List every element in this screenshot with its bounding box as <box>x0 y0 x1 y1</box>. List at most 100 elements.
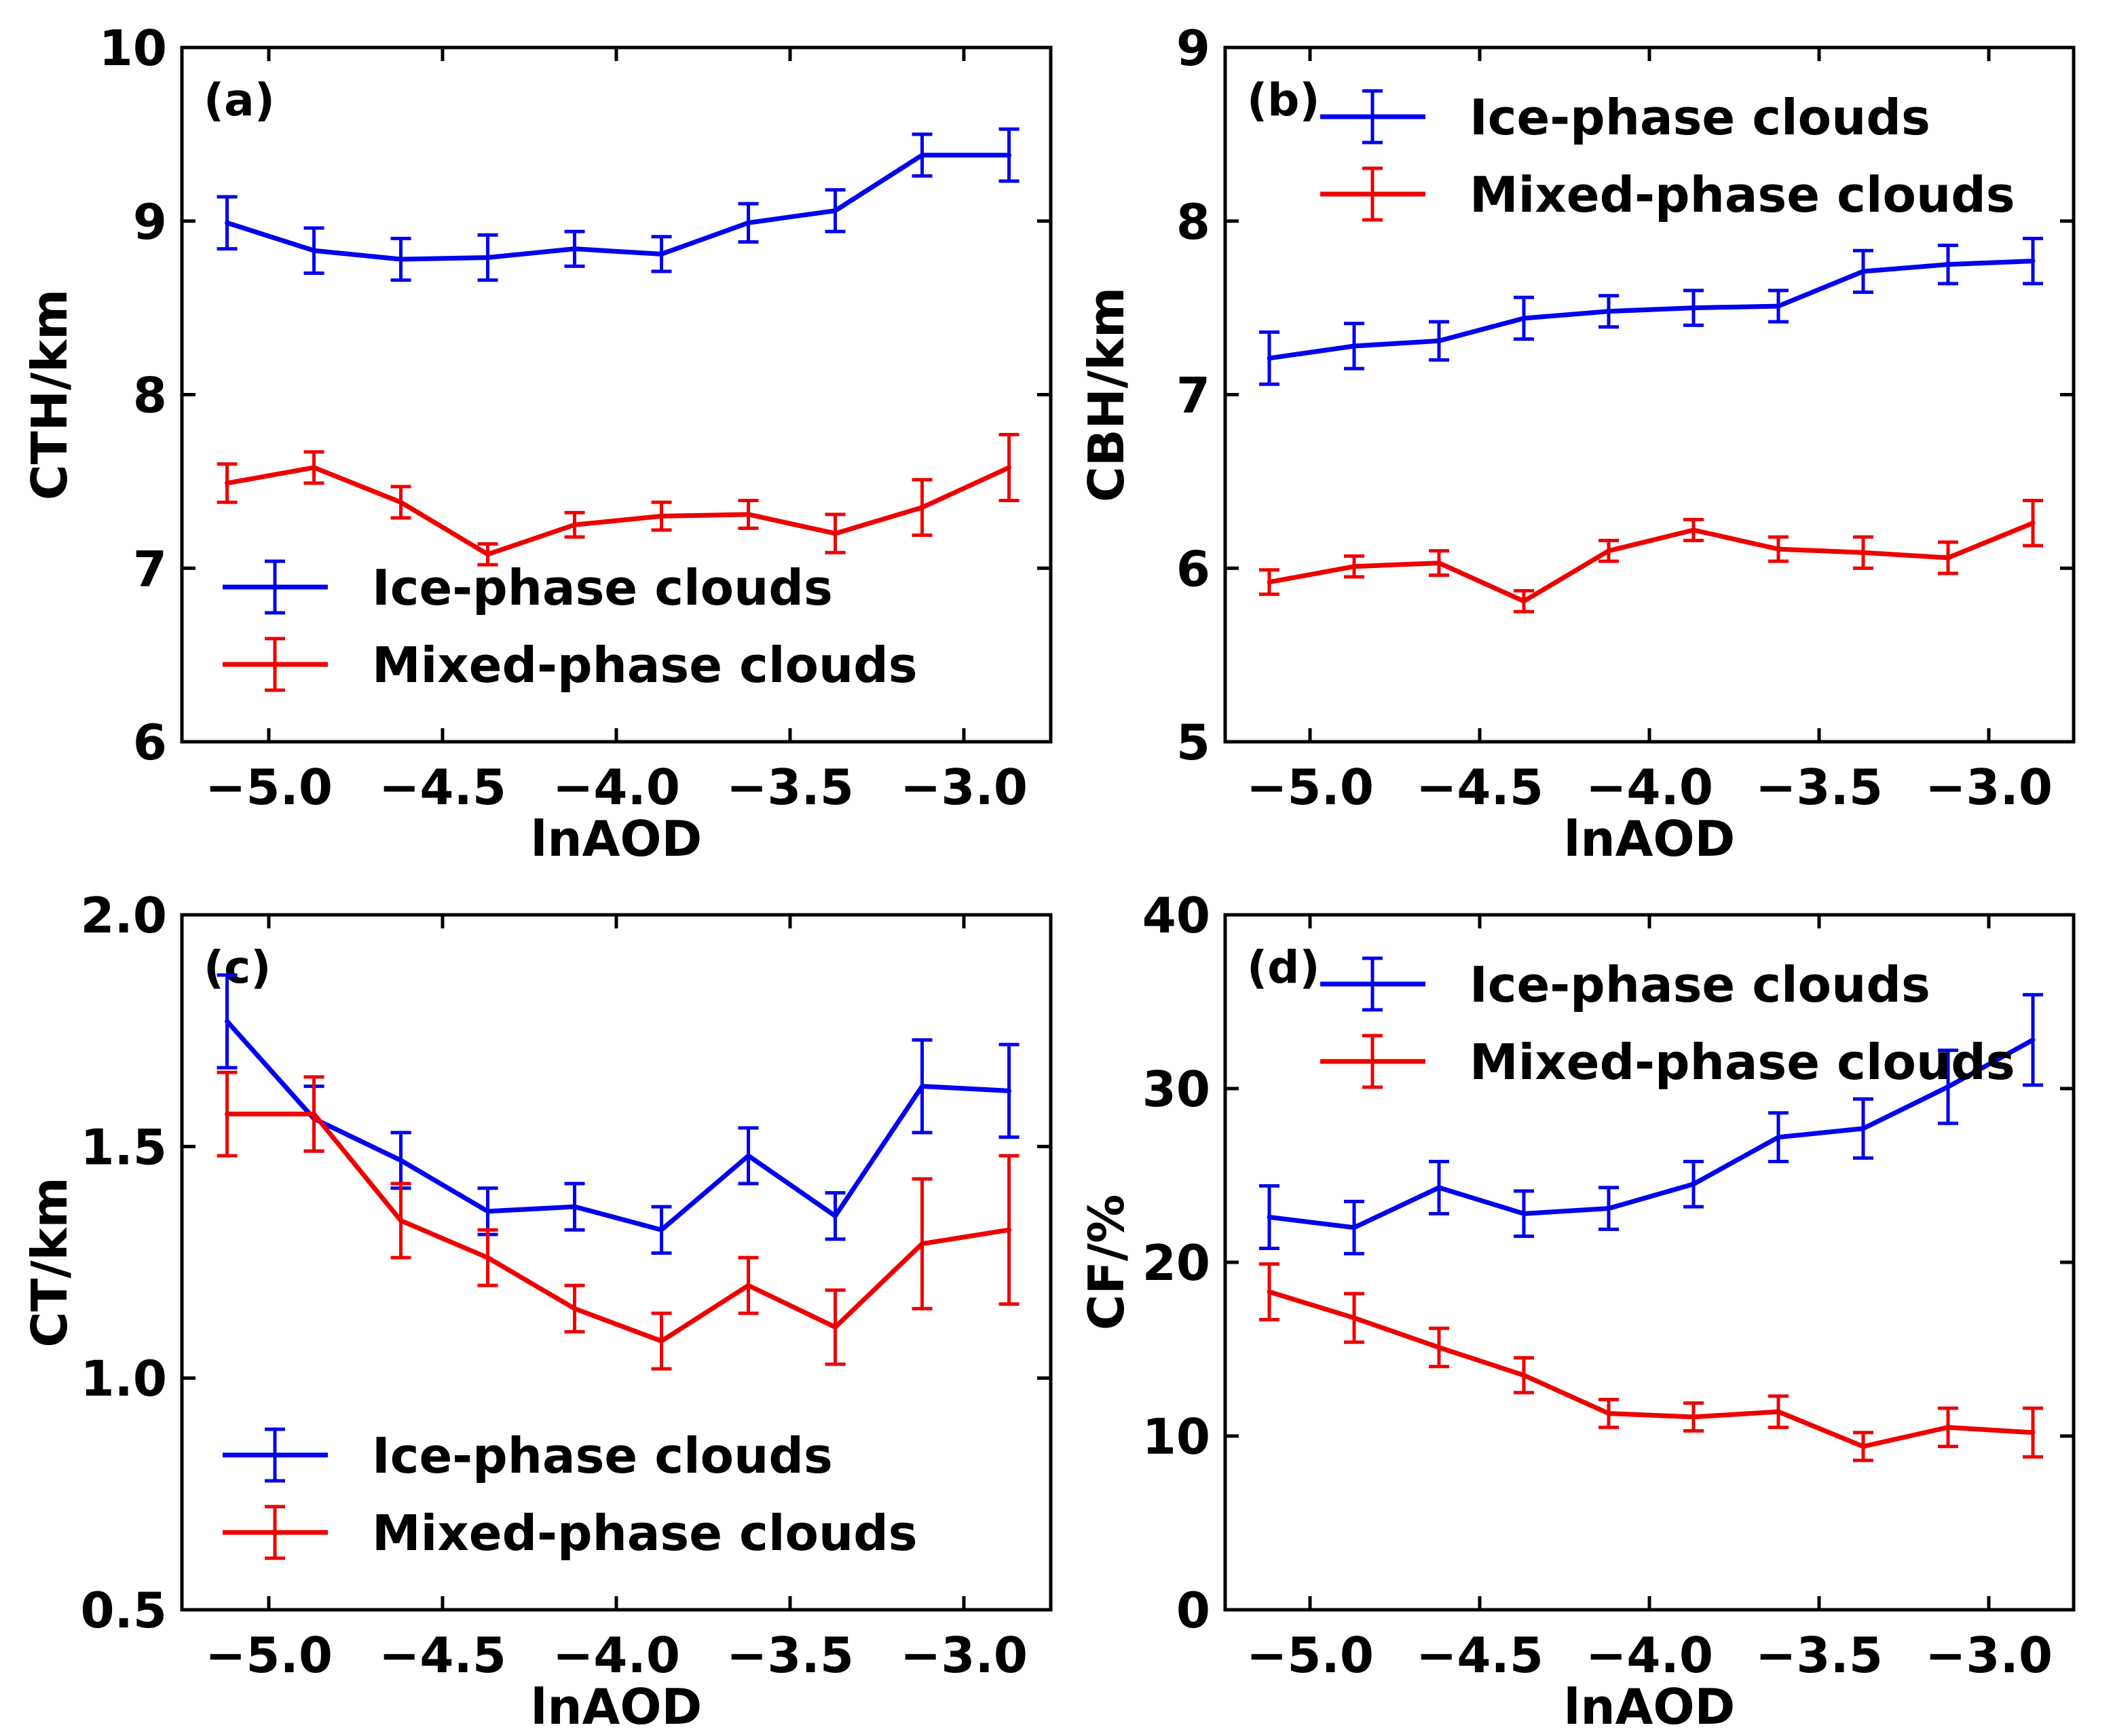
data-point <box>1523 1213 1525 1215</box>
x-axis-label: lnAOD <box>1564 810 1736 867</box>
error-bar <box>2023 1406 2043 1459</box>
error-bar <box>303 226 324 275</box>
error-bar <box>217 462 238 504</box>
error-bar <box>651 1311 672 1371</box>
x-tick-label: −3.0 <box>1925 1627 2053 1684</box>
series-ice-phase <box>1259 993 2043 1256</box>
y-tick-label: 5 <box>1176 714 1210 771</box>
data-point <box>1778 548 1779 550</box>
data-point <box>400 1159 402 1161</box>
series-line <box>225 465 1012 557</box>
data-point <box>1693 307 1694 309</box>
data-point <box>2032 1431 2034 1433</box>
error-bar <box>1768 1394 1789 1429</box>
data-point <box>487 257 489 259</box>
x-tick-label: −3.5 <box>1755 1627 1883 1684</box>
error-bar <box>1344 322 1364 371</box>
series-mixed-phase <box>217 432 1020 567</box>
error-bar <box>1259 330 1279 386</box>
data-point <box>574 524 576 526</box>
series-mixed-phase <box>1259 499 2043 614</box>
data-point <box>1269 1291 1270 1293</box>
error-bar <box>1344 1291 1364 1344</box>
series-line <box>1267 259 2036 361</box>
error-bar <box>651 500 672 532</box>
data-point <box>834 1326 836 1328</box>
legend-item-ice-phase: Ice-phase clouds <box>1320 956 1930 1013</box>
data-point <box>1863 552 1864 554</box>
error-bar <box>1938 244 1958 286</box>
error-bar <box>998 127 1020 183</box>
y-axis-label: CT/km <box>21 1177 78 1347</box>
y-tick-label: 0 <box>1176 1582 1210 1639</box>
data-point <box>1778 1411 1779 1413</box>
series-ice-phase <box>217 127 1020 282</box>
error-bar <box>1514 295 1534 341</box>
data-point <box>660 1229 662 1231</box>
y-axis-label: CF/% <box>1078 1194 1135 1330</box>
legend-label: Mixed-phase clouds <box>372 1505 918 1562</box>
data-point <box>1778 305 1779 307</box>
x-tick-label: −4.5 <box>1416 1627 1544 1684</box>
error-bar <box>1768 1111 1789 1164</box>
legend-item-ice-phase: Ice-phase clouds <box>1320 89 1930 146</box>
error-bar <box>477 542 498 567</box>
x-tick-label: −4.0 <box>553 759 680 816</box>
y-tick-label: 8 <box>133 367 167 424</box>
data-point <box>226 1021 228 1023</box>
data-point <box>921 154 923 156</box>
x-tick-label: −3.5 <box>726 759 854 816</box>
y-tick-label: 6 <box>1176 540 1210 597</box>
y-tick-label: 9 <box>1176 20 1210 77</box>
data-point <box>574 1206 576 1208</box>
data-point <box>1438 562 1440 564</box>
y-tick-label: 10 <box>1142 1408 1210 1465</box>
data-point <box>487 1257 489 1259</box>
data-point <box>1608 310 1609 312</box>
x-tick-label: −3.0 <box>900 759 1028 816</box>
data-point <box>747 222 749 224</box>
data-point <box>2032 1039 2034 1041</box>
panel-label: (a) <box>204 74 275 126</box>
data-point <box>1947 263 1949 265</box>
data-point <box>1947 1086 1949 1088</box>
error-bar <box>1853 535 1873 570</box>
error-bar <box>1514 588 1534 614</box>
error-bar <box>2023 236 2043 286</box>
error-bar <box>998 1154 1020 1306</box>
data-point <box>1438 1186 1440 1188</box>
data-point <box>226 1113 228 1115</box>
y-tick-label: 1.0 <box>80 1351 167 1408</box>
legend-item-ice-phase: Ice-phase clouds <box>223 1427 833 1484</box>
data-point <box>921 506 923 508</box>
data-point <box>921 1085 923 1087</box>
error-bar <box>1938 1049 1958 1125</box>
legend-item-mixed-phase: Mixed-phase clouds <box>223 637 918 694</box>
data-point <box>747 1154 749 1156</box>
x-tick-label: −5.0 <box>1246 1627 1374 1684</box>
series-line <box>225 153 1012 262</box>
data-point <box>313 466 315 468</box>
data-point <box>747 1285 749 1287</box>
error-bar <box>1429 1326 1449 1369</box>
legend: Ice-phase clouds Mixed-phase clouds <box>1320 956 2015 1091</box>
error-bar <box>1598 294 1619 329</box>
data-point <box>400 259 402 261</box>
data-point <box>1353 1226 1355 1228</box>
legend-label: Mixed-phase clouds <box>1470 1034 2015 1091</box>
data-point <box>1353 345 1355 347</box>
data-point <box>660 253 662 255</box>
series-line <box>1267 521 2036 604</box>
data-point <box>574 1308 576 1310</box>
error-bar <box>217 973 238 1070</box>
error-bar <box>217 195 238 251</box>
x-tick-label: −5.0 <box>205 1627 333 1684</box>
data-point <box>400 1220 402 1222</box>
data-point <box>313 250 315 252</box>
legend-label: Ice-phase clouds <box>372 559 833 616</box>
data-point <box>1693 529 1694 531</box>
data-point <box>921 1243 923 1245</box>
x-tick-label: −4.0 <box>1586 1627 1713 1684</box>
error-bar <box>564 510 585 539</box>
error-bar <box>1853 1097 1873 1160</box>
